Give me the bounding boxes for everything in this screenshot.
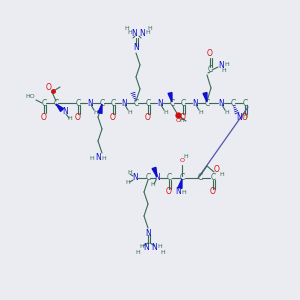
Text: N: N bbox=[139, 28, 145, 38]
Text: N: N bbox=[157, 98, 163, 107]
Text: C: C bbox=[41, 98, 46, 107]
Text: H: H bbox=[128, 170, 132, 175]
Text: C: C bbox=[210, 173, 216, 182]
Text: H: H bbox=[220, 172, 224, 176]
Text: C: C bbox=[169, 98, 175, 107]
Text: C: C bbox=[197, 173, 202, 182]
Text: N: N bbox=[132, 173, 138, 182]
Text: O: O bbox=[207, 50, 213, 58]
Text: O: O bbox=[242, 112, 248, 122]
Text: H: H bbox=[140, 244, 144, 250]
Text: C: C bbox=[167, 173, 172, 182]
Text: H: H bbox=[148, 26, 152, 31]
Text: O: O bbox=[179, 158, 184, 164]
Text: H: H bbox=[180, 118, 184, 124]
Polygon shape bbox=[203, 93, 207, 102]
Text: N: N bbox=[192, 98, 198, 107]
Text: H: H bbox=[225, 110, 230, 115]
Text: C: C bbox=[230, 98, 236, 107]
Polygon shape bbox=[56, 104, 63, 111]
Text: H: H bbox=[182, 190, 186, 194]
Text: N: N bbox=[121, 98, 127, 107]
Text: C: C bbox=[146, 98, 151, 107]
Text: O: O bbox=[46, 83, 52, 92]
Text: HO: HO bbox=[25, 94, 35, 100]
Text: N: N bbox=[175, 188, 181, 196]
Text: H: H bbox=[102, 155, 106, 160]
Text: H: H bbox=[136, 250, 140, 254]
Polygon shape bbox=[152, 167, 157, 177]
Text: N: N bbox=[218, 98, 224, 107]
Text: O: O bbox=[145, 112, 151, 122]
Text: O: O bbox=[214, 166, 220, 175]
Text: H: H bbox=[222, 68, 226, 74]
Text: O: O bbox=[41, 112, 47, 122]
Polygon shape bbox=[98, 104, 102, 113]
Text: N: N bbox=[95, 154, 101, 163]
Text: N: N bbox=[236, 112, 242, 122]
Text: H: H bbox=[164, 110, 168, 115]
Text: H: H bbox=[199, 110, 203, 115]
Text: C: C bbox=[204, 98, 210, 107]
Text: O: O bbox=[180, 112, 186, 122]
Text: C: C bbox=[179, 173, 184, 182]
Text: O: O bbox=[176, 118, 181, 124]
Text: H: H bbox=[146, 31, 150, 35]
Text: H: H bbox=[243, 115, 248, 119]
Text: N: N bbox=[131, 28, 137, 38]
Text: H: H bbox=[126, 181, 130, 185]
Text: N: N bbox=[218, 61, 224, 70]
Text: C: C bbox=[146, 173, 151, 182]
Text: N: N bbox=[151, 242, 157, 251]
Text: O: O bbox=[110, 112, 116, 122]
Text: O: O bbox=[210, 188, 216, 196]
Text: H: H bbox=[225, 62, 230, 68]
Text: N: N bbox=[143, 242, 149, 251]
Text: N: N bbox=[154, 173, 160, 182]
Text: O: O bbox=[166, 188, 172, 196]
Text: H: H bbox=[94, 110, 98, 115]
Text: C: C bbox=[134, 98, 139, 107]
Text: C: C bbox=[75, 98, 81, 107]
Text: O: O bbox=[75, 112, 81, 122]
Text: N: N bbox=[145, 229, 151, 238]
Text: C: C bbox=[99, 98, 105, 107]
Text: H: H bbox=[68, 116, 72, 121]
Text: N: N bbox=[62, 107, 68, 116]
Text: H: H bbox=[128, 110, 132, 115]
Text: N: N bbox=[133, 44, 139, 52]
Text: H: H bbox=[160, 250, 165, 254]
Text: H: H bbox=[124, 26, 129, 31]
Text: H: H bbox=[184, 154, 188, 158]
Text: H: H bbox=[128, 31, 132, 35]
Text: N: N bbox=[87, 98, 93, 107]
Polygon shape bbox=[178, 179, 182, 188]
Text: C: C bbox=[242, 98, 247, 107]
Text: C: C bbox=[207, 65, 213, 74]
Text: H: H bbox=[90, 155, 94, 160]
Polygon shape bbox=[168, 93, 172, 102]
Text: H: H bbox=[151, 182, 155, 187]
Text: H: H bbox=[158, 244, 162, 250]
Text: C: C bbox=[53, 98, 58, 107]
Text: C: C bbox=[180, 98, 186, 107]
Text: C: C bbox=[110, 98, 116, 107]
